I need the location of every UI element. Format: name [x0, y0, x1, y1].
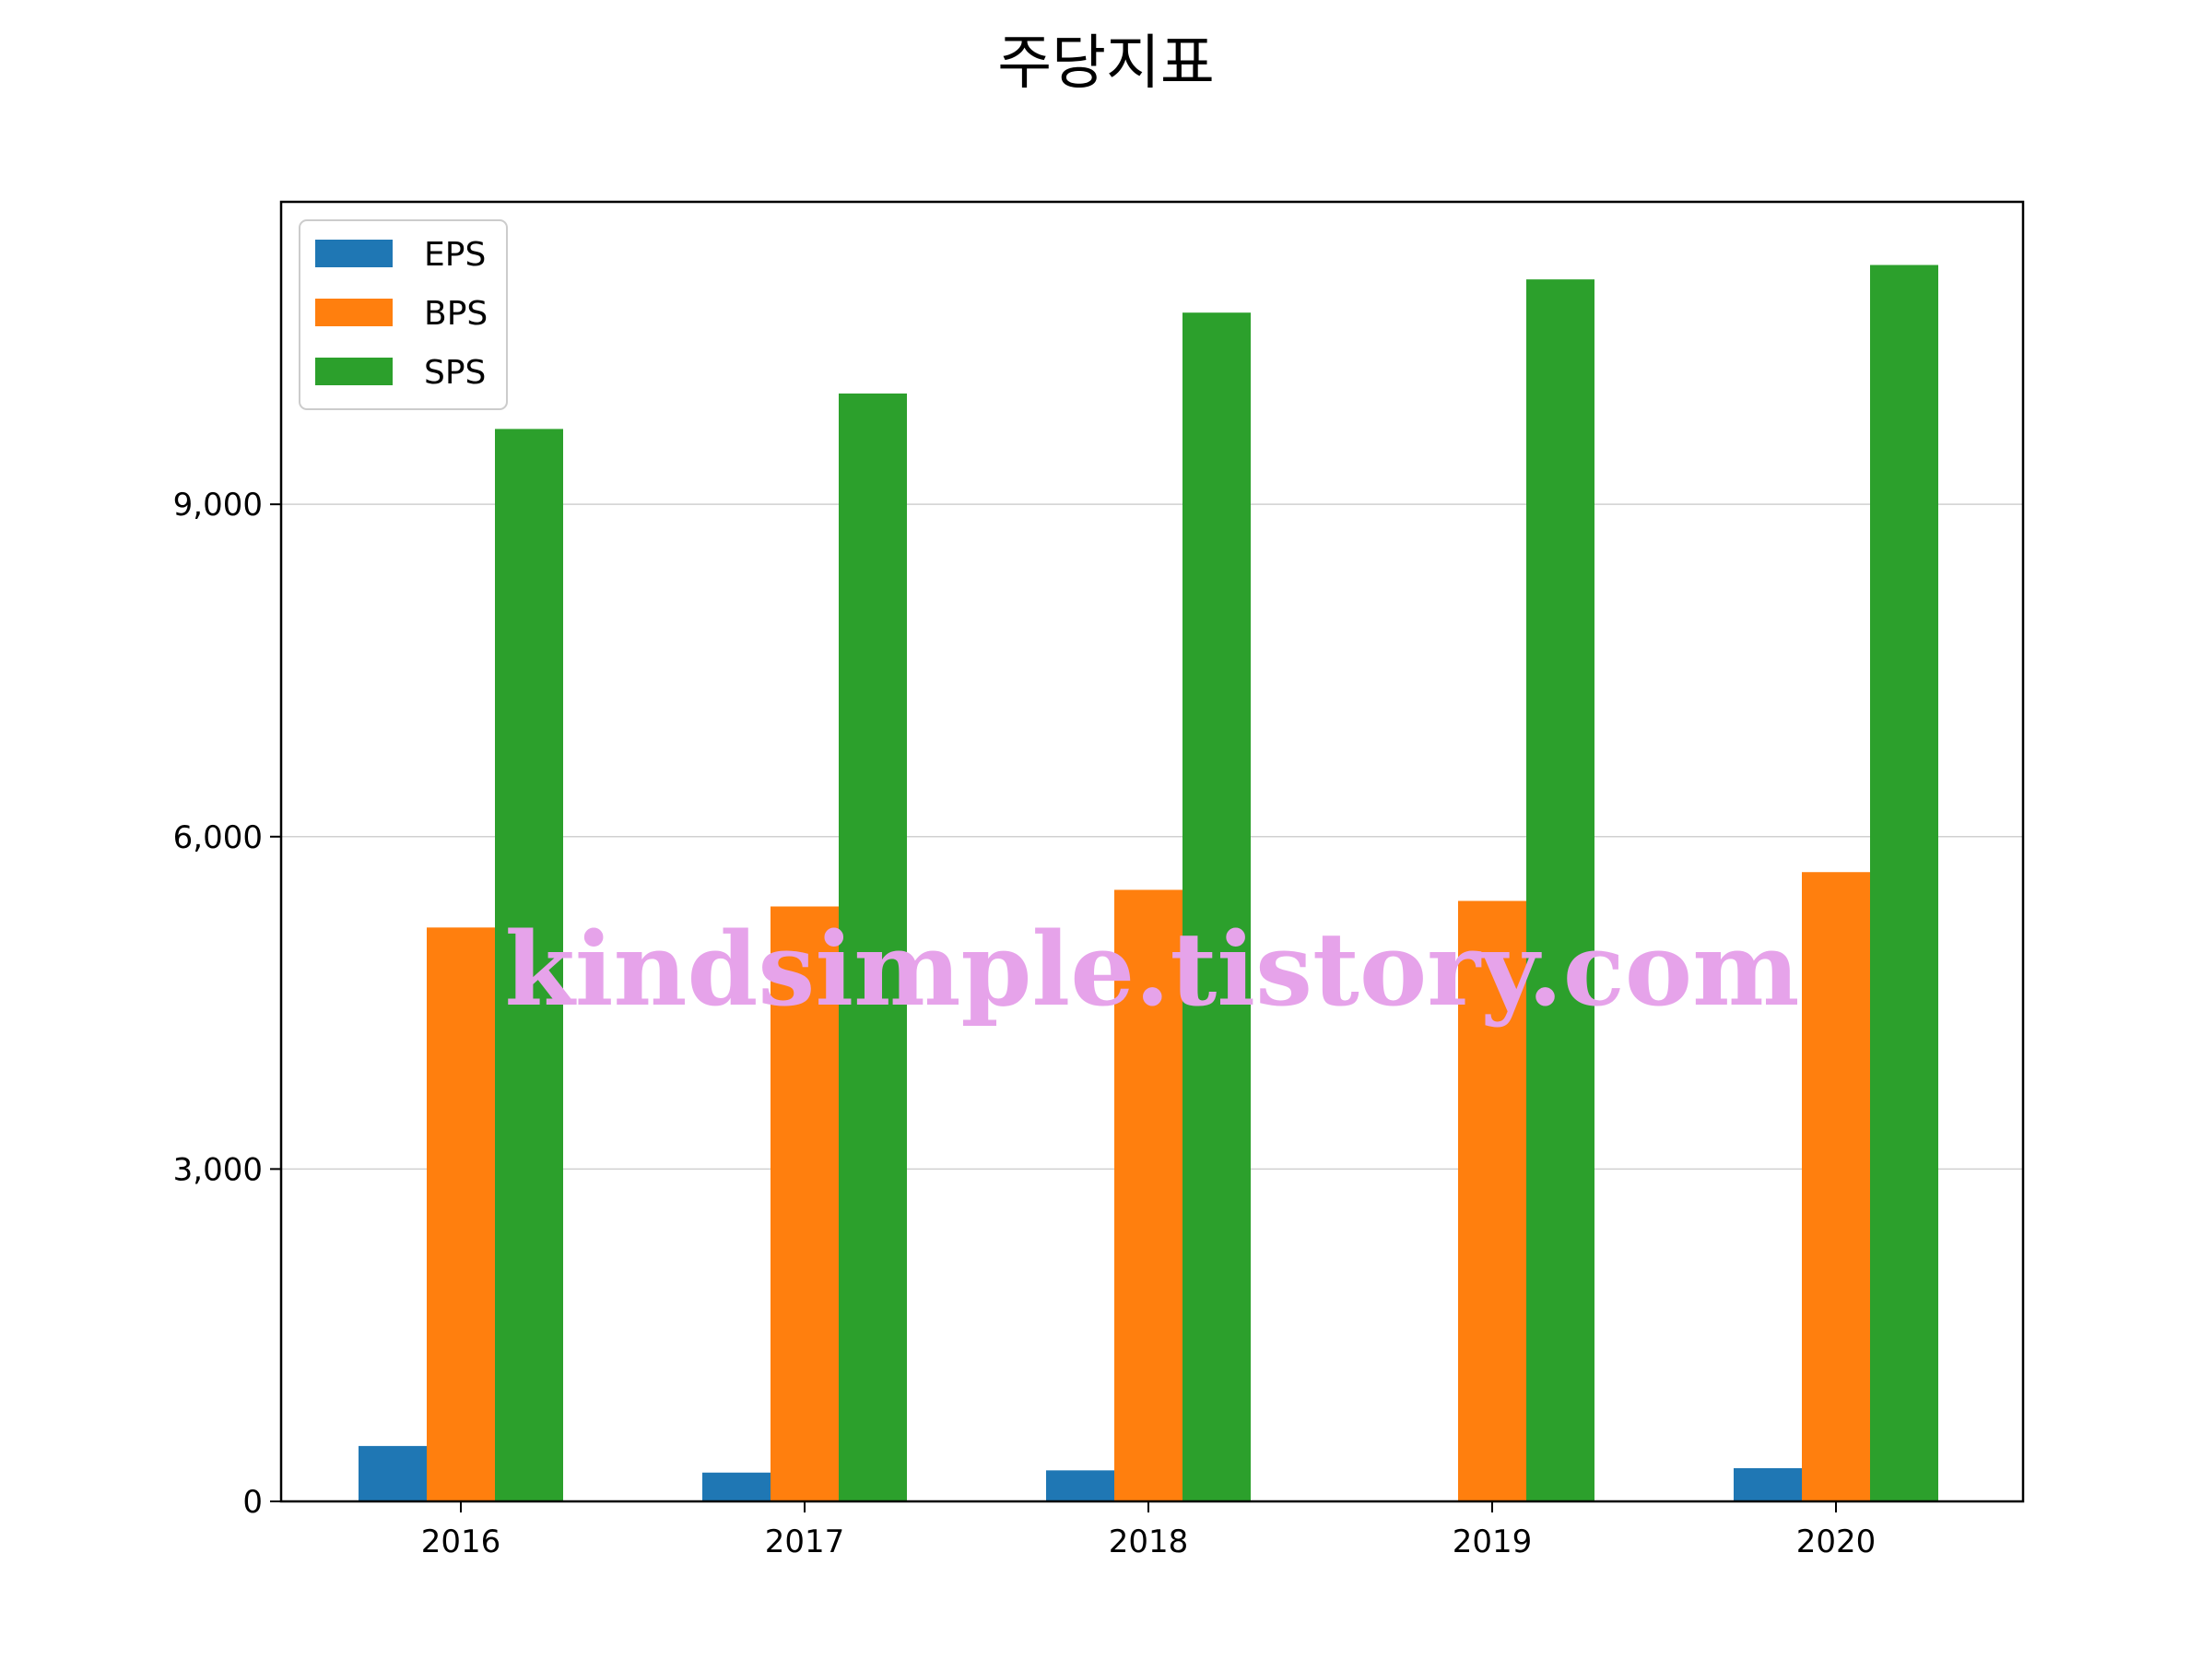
- bar-eps-2017: [702, 1472, 771, 1501]
- y-axis: 0 3,000 6,000 9,000: [173, 487, 281, 1521]
- bar-bps-2018: [1114, 889, 1182, 1501]
- bar-sps-2019: [1526, 279, 1594, 1502]
- bar-sps-2016: [495, 429, 563, 1501]
- y-tick-label: 6,000: [173, 819, 263, 856]
- bar-bps-2019: [1458, 900, 1526, 1501]
- legend-label-bps: BPS: [424, 295, 488, 333]
- bar-sps-2018: [1182, 312, 1251, 1501]
- x-tick-label: 2016: [421, 1524, 501, 1560]
- bar-bps-2016: [427, 927, 495, 1501]
- legend-swatch-sps: [315, 358, 393, 385]
- legend-label-eps: EPS: [424, 236, 486, 274]
- bar-sps-2020: [1870, 265, 1938, 1502]
- legend-swatch-eps: [315, 240, 393, 267]
- bar-eps-2016: [359, 1445, 427, 1501]
- x-tick-label: 2018: [1109, 1524, 1189, 1560]
- bar-bps-2020: [1802, 872, 1870, 1501]
- bar-eps-2020: [1734, 1467, 1802, 1501]
- x-tick-label: 2017: [765, 1524, 845, 1560]
- chart-title: 주당지표: [997, 29, 1215, 98]
- plot-frame: [279, 200, 2025, 1503]
- bars: [359, 265, 1938, 1502]
- legend-label-sps: SPS: [424, 354, 486, 392]
- y-tick-label: 0: [242, 1484, 263, 1521]
- y-tick-label: 3,000: [173, 1151, 263, 1188]
- x-axis: 2016 2017 2018 2019 2020: [421, 1501, 1877, 1560]
- x-tick-label: 2019: [1453, 1524, 1533, 1560]
- legend: EPS BPS SPS: [299, 219, 508, 410]
- bar-bps-2017: [771, 906, 839, 1501]
- watermark: kindsimple.tistory.com: [505, 910, 1800, 1029]
- legend-swatch-bps: [315, 299, 393, 326]
- x-tick-label: 2020: [1796, 1524, 1877, 1560]
- bar-eps-2018: [1046, 1470, 1114, 1501]
- bar-sps-2017: [839, 393, 907, 1501]
- y-tick-label: 9,000: [173, 487, 263, 524]
